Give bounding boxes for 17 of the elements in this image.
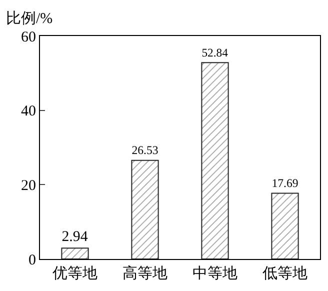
y-tick-label: 40 bbox=[21, 104, 36, 120]
y-tick-label: 60 bbox=[21, 29, 36, 46]
x-tick-label: 中等地 bbox=[192, 265, 238, 282]
bar bbox=[201, 62, 229, 259]
y-tick-label: 20 bbox=[21, 178, 36, 194]
y-axis-title: 比例/% bbox=[6, 10, 53, 27]
y-tick-label: 0 bbox=[28, 252, 36, 268]
data-label: 52.84 bbox=[202, 46, 228, 60]
bar bbox=[271, 192, 299, 259]
x-tick-label: 高等地 bbox=[122, 265, 168, 282]
data-label: 17.69 bbox=[272, 176, 298, 190]
bar bbox=[61, 248, 89, 259]
data-label: 26.53 bbox=[132, 143, 158, 158]
data-label: 2.94 bbox=[62, 229, 88, 246]
x-tick-label: 优等地 bbox=[52, 265, 98, 282]
bar bbox=[131, 160, 159, 259]
x-tick-label: 低等地 bbox=[262, 265, 308, 282]
